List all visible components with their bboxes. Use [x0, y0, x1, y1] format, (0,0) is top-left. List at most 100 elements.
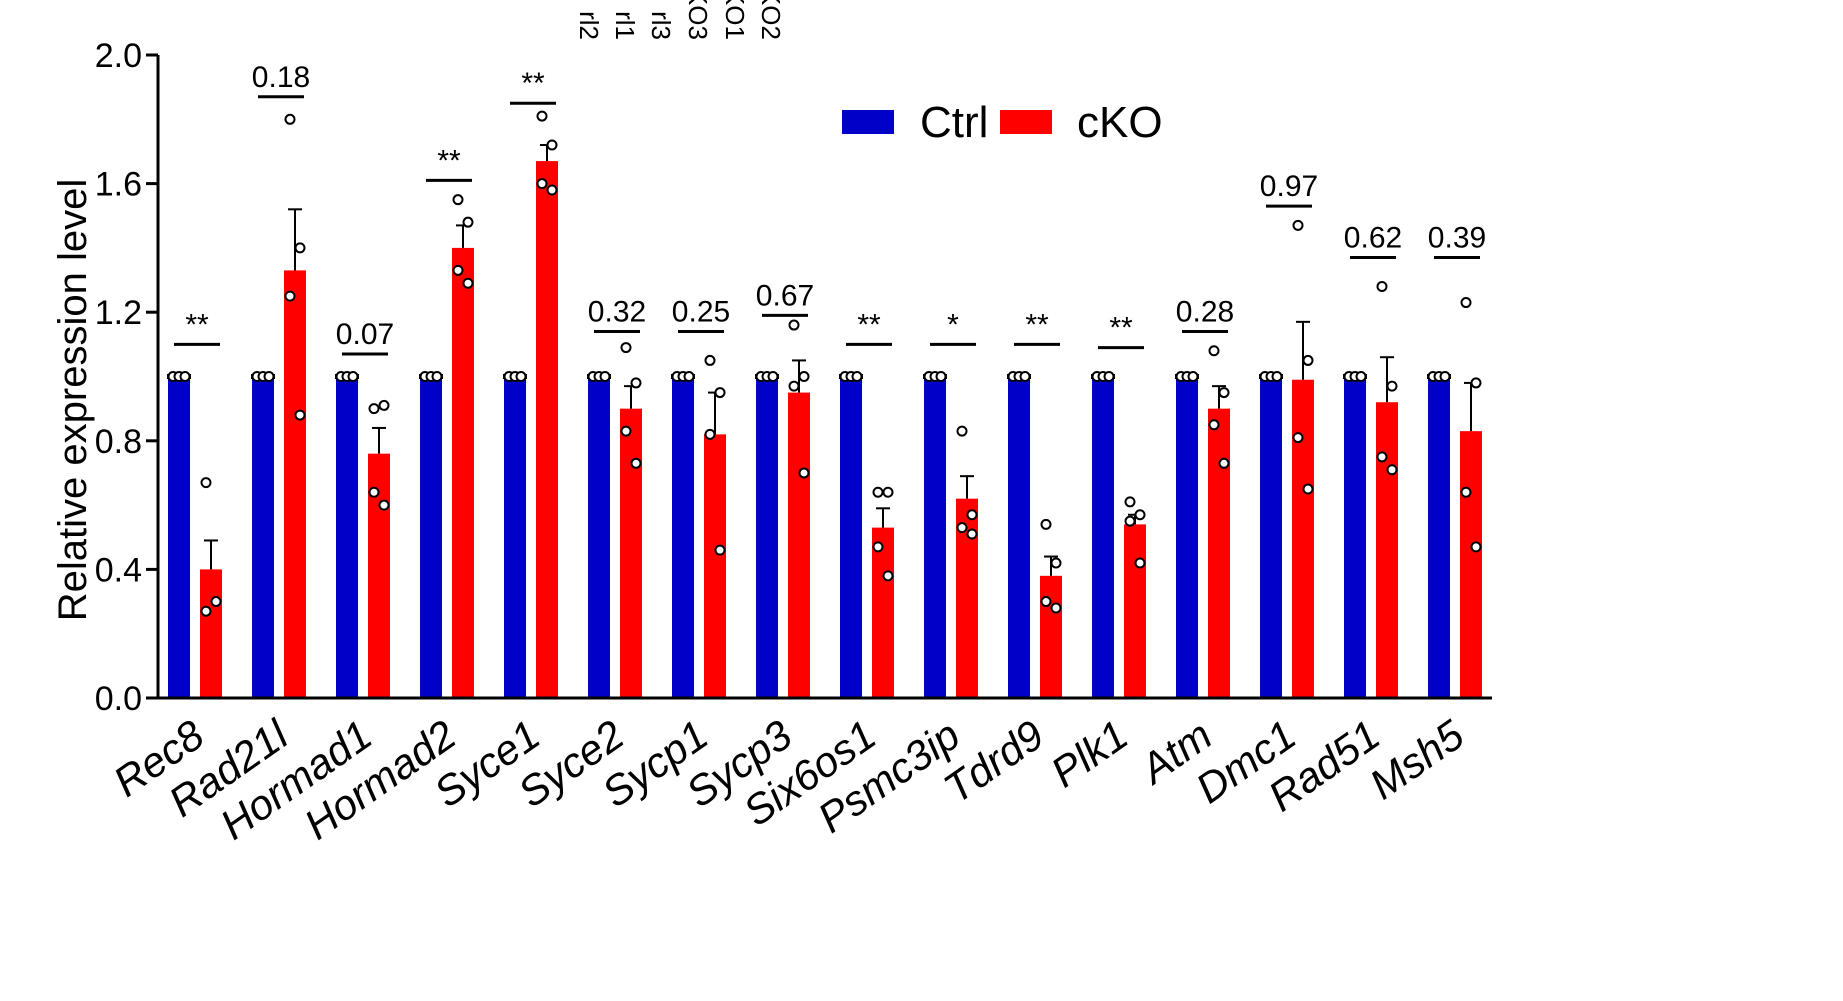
data-point — [1386, 380, 1398, 392]
data-point — [599, 371, 611, 382]
data-point — [347, 371, 359, 382]
data-point — [683, 371, 695, 382]
data-point — [1470, 377, 1482, 389]
bar-cko-syce2 — [620, 408, 642, 698]
y-axis-ticks: 0.0 0.4 0.8 1.2 1.6 2.0 — [95, 37, 158, 718]
data-point — [1103, 371, 1115, 382]
data-point — [872, 541, 884, 553]
significance-annotations: **0.180.07****0.32 0.25 0.67** * ** ** 0.280.9… — [174, 61, 1486, 356]
data-point — [788, 319, 800, 331]
data-point — [200, 477, 212, 489]
data-point — [630, 377, 642, 389]
bar-cko-six6os1 — [872, 527, 894, 698]
significance-label: 0.28 — [1176, 295, 1234, 328]
bar-ctrl-syce2 — [588, 376, 610, 698]
data-point — [798, 467, 810, 479]
data-point — [1470, 541, 1482, 553]
data-point — [210, 596, 222, 608]
data-point — [1355, 371, 1367, 382]
bar-ctrl-rad21l — [252, 376, 274, 698]
significance-label: ** — [185, 308, 209, 341]
bar-cko-rad51 — [1376, 402, 1398, 698]
bar-ctrl-rec8 — [168, 376, 190, 698]
significance-label: ** — [1025, 308, 1049, 341]
bar-ctrl-hormad1 — [336, 376, 358, 698]
data-point — [1439, 371, 1451, 382]
data-point — [966, 509, 978, 521]
data-point — [1218, 457, 1230, 469]
x-axis-categories: Rec8Rad21lHormad1Hormad2Syce1Syce2Sycp1S… — [105, 710, 1473, 849]
data-point — [1124, 515, 1136, 527]
data-point — [1040, 596, 1052, 608]
axes — [156, 55, 1492, 700]
cropped-sample-labels: rl2 rl1 rl3 KO3 KO1 KO2 — [574, 0, 786, 40]
data-point — [368, 403, 380, 415]
data-point — [630, 457, 642, 469]
data-point — [1208, 419, 1220, 431]
data-point — [263, 371, 275, 382]
y-tick-label: 1.2 — [95, 294, 142, 332]
data-point — [1376, 280, 1388, 292]
data-point — [798, 371, 810, 382]
legend: Ctrl cKO — [842, 98, 1163, 147]
top-fragment-label: KO1 — [720, 0, 750, 40]
top-fragment-label: KO2 — [756, 0, 786, 40]
data-point — [1302, 483, 1314, 495]
data-point — [1134, 509, 1146, 521]
bar-ctrl-syce1 — [504, 376, 526, 698]
y-tick-label: 2.0 — [95, 37, 142, 75]
significance-label: 0.97 — [1260, 170, 1318, 203]
data-point — [1050, 602, 1062, 614]
significance-label: ** — [1109, 312, 1133, 345]
bar-cko-rad21l — [284, 270, 306, 698]
data-point — [378, 499, 390, 511]
data-point — [767, 371, 779, 382]
data-point — [294, 409, 306, 421]
top-fragment-label: rl1 — [610, 11, 640, 40]
data-point — [462, 277, 474, 289]
data-point — [966, 528, 978, 540]
significance-label: * — [947, 308, 959, 341]
bar-cko-atm — [1208, 408, 1230, 698]
data-point — [1292, 219, 1304, 231]
bar-cko-syce1 — [536, 161, 558, 699]
category-label-plk1: Plk1 — [1042, 711, 1136, 796]
bar-cko-hormad1 — [368, 453, 390, 698]
bar-ctrl-psmc3ip — [924, 376, 946, 698]
significance-label: 0.25 — [672, 295, 730, 328]
data-point — [1292, 432, 1304, 444]
bar-ctrl-sycp1 — [672, 376, 694, 698]
legend-label-cko: cKO — [1077, 98, 1163, 147]
bars — [167, 144, 1482, 699]
data-point — [1187, 371, 1199, 382]
bar-cko-sycp3 — [788, 392, 810, 698]
data-point — [546, 139, 558, 151]
significance-label: 0.39 — [1428, 222, 1486, 255]
bar-ctrl-msh5 — [1428, 376, 1450, 698]
bar-cko-sycp1 — [704, 434, 726, 698]
data-point — [378, 399, 390, 411]
bar-ctrl-sycp3 — [756, 376, 778, 698]
data-point — [1271, 371, 1283, 382]
data-point — [956, 522, 968, 534]
bar-ctrl-rad51 — [1344, 376, 1366, 698]
data-point — [704, 428, 716, 440]
y-tick-label: 0.4 — [95, 551, 142, 589]
y-axis-label: Relative expression level — [51, 179, 95, 621]
category-label-tdrd9: Tdrd9 — [935, 711, 1052, 812]
bar-ctrl-hormad2 — [420, 376, 442, 698]
significance-label: 0.67 — [756, 279, 814, 312]
data-point — [1208, 345, 1220, 357]
data-point — [704, 354, 716, 366]
data-point — [452, 264, 464, 276]
data-point — [1376, 451, 1388, 463]
data-point — [714, 544, 726, 556]
bar-cko-tdrd9 — [1040, 575, 1062, 698]
data-point — [536, 110, 548, 122]
bar-ctrl-dmc1 — [1260, 376, 1282, 698]
data-point — [1040, 518, 1052, 530]
data-point — [179, 371, 191, 382]
data-point — [620, 342, 632, 354]
data-point — [294, 242, 306, 254]
